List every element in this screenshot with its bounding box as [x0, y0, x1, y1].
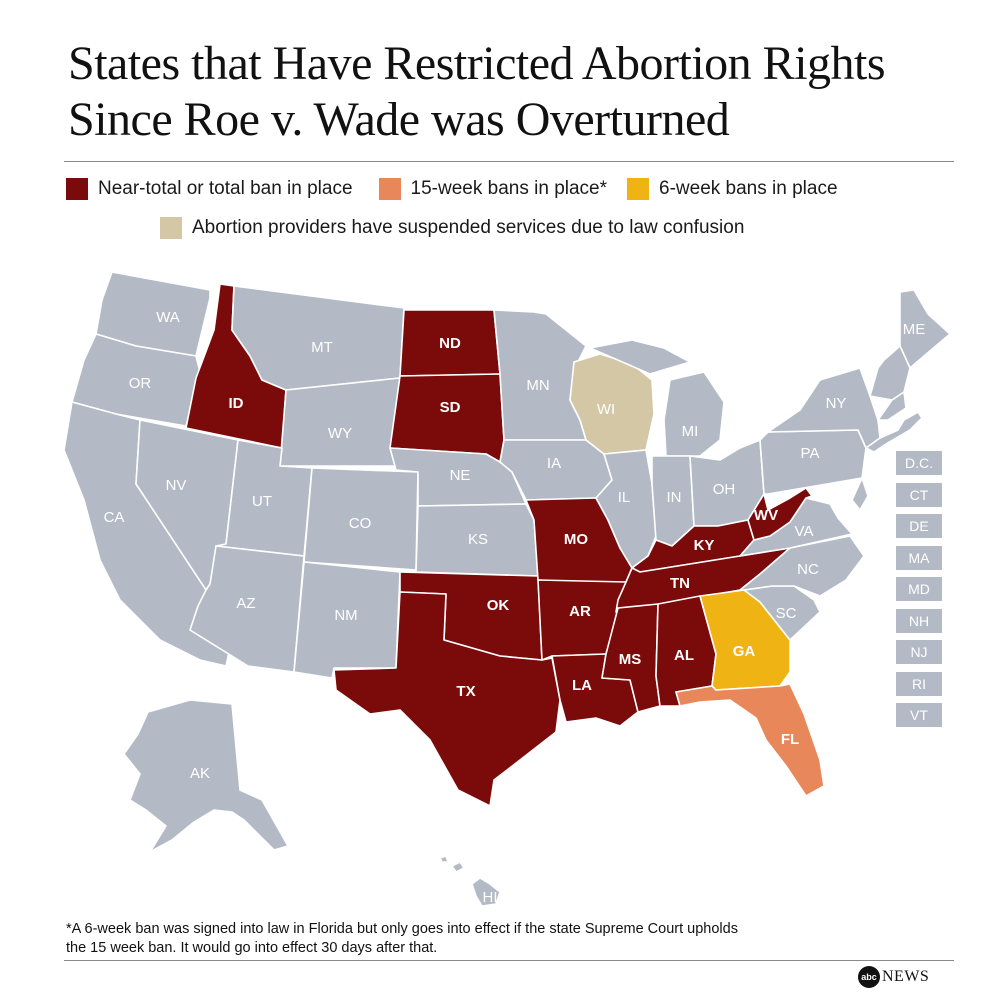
title-rule	[64, 161, 954, 162]
label-GA: GA	[733, 643, 756, 660]
label-NC: NC	[797, 561, 819, 578]
label-MS: MS	[619, 651, 642, 668]
small-state-ma: MA	[896, 545, 942, 570]
label-NM: NM	[334, 607, 357, 624]
footer-rule	[64, 960, 954, 961]
legend-total-ban: Near-total or total ban in place	[66, 178, 353, 200]
legend-label-suspended: Abortion providers have suspended servic…	[192, 217, 745, 238]
small-state-ri: RI	[896, 671, 942, 696]
label-UT: UT	[252, 493, 272, 510]
label-AK: AK	[190, 765, 210, 782]
title-line-1: States that Have Restricted Abortion Rig…	[68, 37, 886, 90]
label-LA: LA	[572, 677, 592, 694]
label-HI: HI	[483, 889, 498, 906]
label-TX: TX	[456, 683, 475, 700]
label-TN: TN	[670, 575, 690, 592]
label-AR: AR	[569, 603, 591, 620]
state-WV	[747, 487, 813, 541]
label-FL: FL	[781, 731, 799, 748]
small-state-vt: VT	[896, 703, 942, 727]
state-FL	[675, 683, 825, 797]
state-NY	[767, 367, 881, 449]
state-labels: WA OR CA NV ID MT WY UT CO AZ NM ND SD N…	[104, 309, 926, 906]
small-states-list: D.C. CT DE MA MD NH NJ RI VT	[896, 451, 942, 735]
label-ND: ND	[439, 335, 461, 352]
state-HI	[439, 855, 501, 907]
legend-label-total-ban: Near-total or total ban in place	[98, 178, 353, 199]
label-OH: OH	[713, 481, 736, 498]
state-WY	[279, 377, 401, 467]
label-MO: MO	[564, 531, 588, 548]
legend-swatch-fifteen-week	[378, 178, 401, 200]
map-title: States that Have Restricted Abortion Rig…	[68, 36, 948, 148]
small-state-dc: D.C.	[896, 451, 942, 475]
label-PA: PA	[801, 445, 820, 462]
legend-suspended: Abortion providers have suspended servic…	[160, 217, 744, 239]
legend-swatch-suspended	[160, 217, 182, 239]
label-SD: SD	[440, 399, 461, 416]
small-state-ct: CT	[896, 482, 942, 507]
label-IN: IN	[667, 489, 682, 506]
us-map: WA OR CA NV ID MT WY UT CO AZ NM ND SD N…	[63, 271, 951, 907]
label-CA: CA	[104, 509, 125, 526]
label-IA: IA	[547, 455, 561, 472]
states-layer	[63, 271, 951, 907]
label-AZ: AZ	[236, 595, 255, 612]
legend-row-2: Abortion providers have suspended servic…	[160, 217, 764, 239]
brand-news-text: NEWS	[882, 968, 930, 985]
legend-label-fifteen-week: 15-week bans in place*	[410, 178, 608, 199]
label-WA: WA	[156, 309, 180, 326]
legend-label-six-week: 6-week bans in place	[659, 178, 838, 199]
label-WV: WV	[754, 507, 778, 524]
state-MI	[589, 339, 725, 457]
label-IL: IL	[618, 489, 631, 506]
label-WY: WY	[328, 425, 352, 442]
small-state-md: MD	[896, 577, 942, 601]
label-MT: MT	[311, 339, 333, 356]
label-VA: VA	[795, 523, 814, 540]
label-WI: WI	[597, 401, 615, 418]
footnote-line-1: *A 6-week ban was signed into law in Flo…	[66, 921, 738, 937]
label-KS: KS	[468, 531, 488, 548]
legend-six-week: 6-week bans in place	[627, 178, 838, 200]
state-AK	[123, 699, 289, 853]
state-NE-small	[851, 345, 923, 511]
label-NE: NE	[450, 467, 471, 484]
label-CO: CO	[349, 515, 372, 532]
state-TX	[333, 591, 561, 807]
small-state-de: DE	[896, 514, 942, 538]
state-NC	[739, 535, 865, 597]
footnote: *A 6-week ban was signed into law in Flo…	[66, 920, 866, 958]
abc-logo-icon: abc	[858, 966, 880, 988]
label-MI: MI	[682, 423, 699, 440]
label-ID: ID	[229, 395, 244, 412]
label-NY: NY	[826, 395, 847, 412]
label-MN: MN	[526, 377, 549, 394]
small-state-nh: NH	[896, 608, 942, 633]
legend-fifteen-week: 15-week bans in place*	[378, 178, 608, 200]
legend-swatch-six-week	[627, 178, 650, 200]
legend-row-1: Near-total or total ban in place 15-week…	[66, 178, 858, 200]
state-PA	[759, 429, 867, 495]
small-state-nj: NJ	[896, 640, 942, 664]
abc-news-logo: abc NEWS	[858, 966, 929, 988]
label-NV: NV	[166, 477, 187, 494]
title-line-2: Since Roe v. Wade was Overturned	[68, 93, 730, 146]
footnote-line-2: the 15 week ban. It would go into effect…	[66, 940, 438, 956]
label-OR: OR	[129, 375, 152, 392]
label-AL: AL	[674, 647, 694, 664]
label-OK: OK	[487, 597, 510, 614]
label-SC: SC	[776, 605, 797, 622]
legend-swatch-total-ban	[66, 178, 88, 200]
label-ME: ME	[903, 321, 926, 338]
label-KY: KY	[694, 537, 715, 554]
